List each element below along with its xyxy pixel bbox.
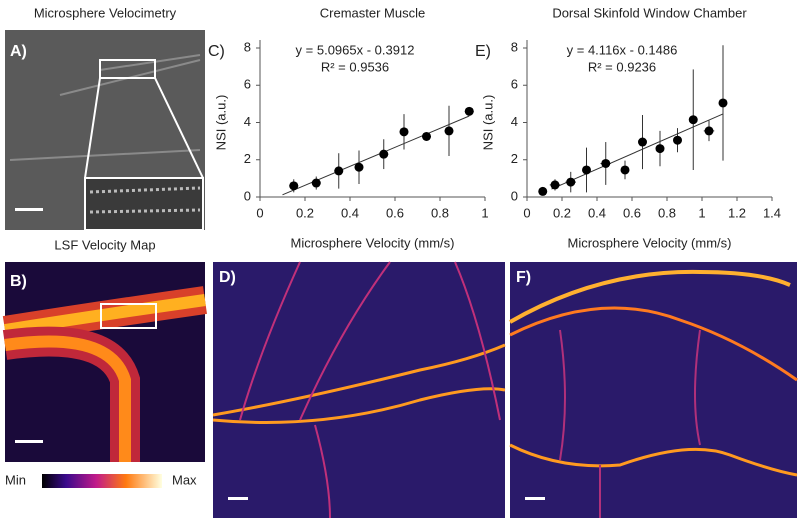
point xyxy=(311,178,321,188)
panel-label: F) xyxy=(516,269,531,286)
point xyxy=(688,115,698,125)
panel-title: LSF Velocity Map xyxy=(54,237,155,252)
y-tick-label: 4 xyxy=(511,114,518,129)
x-tick-label: 1 xyxy=(698,205,705,220)
y-tick-label: 0 xyxy=(244,188,251,203)
x-tick-label: 0.6 xyxy=(623,205,641,220)
trend-line xyxy=(282,115,470,196)
y-tick-label: 2 xyxy=(244,151,251,166)
y-axis-label: NSI (a.u.) xyxy=(480,95,495,151)
point xyxy=(538,186,548,196)
point xyxy=(620,165,630,175)
panel-label: E) xyxy=(475,43,491,60)
panel-label: B) xyxy=(10,273,27,290)
trend-line xyxy=(551,113,724,190)
y-tick-label: 6 xyxy=(244,77,251,92)
point xyxy=(655,144,665,154)
colorbar xyxy=(42,474,162,488)
x-tick-label: 0.2 xyxy=(553,205,571,220)
x-axis-label: Microsphere Velocity (mm/s) xyxy=(291,235,455,250)
x-tick-label: 0.4 xyxy=(341,205,359,220)
point xyxy=(704,126,714,136)
point xyxy=(582,165,591,175)
point xyxy=(444,126,454,136)
y-tick-label: 8 xyxy=(244,39,251,54)
r-squared: R² = 0.9536 xyxy=(321,59,389,74)
point xyxy=(550,180,560,190)
x-tick-label: 0.8 xyxy=(658,205,676,220)
x-tick-label: 0 xyxy=(523,205,530,220)
point xyxy=(673,135,682,145)
velocity-map: B) xyxy=(2,262,207,462)
x-tick-label: 0.6 xyxy=(386,205,404,220)
panel-label: C) xyxy=(208,43,225,60)
point xyxy=(379,149,389,159)
colorbar-max: Max xyxy=(172,472,197,487)
colorbar-min: Min xyxy=(5,472,26,487)
chart-title: Cremaster Muscle xyxy=(320,5,425,20)
microscope-image: A) xyxy=(5,30,205,231)
x-axis-label: Microsphere Velocity (mm/s) xyxy=(568,235,732,250)
y-tick-label: 6 xyxy=(511,77,518,92)
chart-title: Dorsal Skinfold Window Chamber xyxy=(552,5,747,20)
equation: y = 5.0965x - 0.3912 xyxy=(296,42,415,57)
point xyxy=(601,158,611,168)
x-tick-label: 1.4 xyxy=(763,205,781,220)
x-tick-label: 1.2 xyxy=(728,205,746,220)
x-tick-label: 0.4 xyxy=(588,205,606,220)
point xyxy=(464,106,474,116)
x-tick-label: 0.2 xyxy=(296,205,314,220)
y-tick-label: 2 xyxy=(511,151,518,166)
y-axis-label: NSI (a.u.) xyxy=(213,95,228,151)
x-tick-label: 0.8 xyxy=(431,205,449,220)
point xyxy=(289,181,299,191)
r-squared: R² = 0.9236 xyxy=(588,59,656,74)
point xyxy=(566,177,576,187)
point xyxy=(638,137,647,147)
velocity-map: F) xyxy=(508,262,798,518)
y-tick-label: 8 xyxy=(511,39,518,54)
x-tick-label: 1 xyxy=(481,205,488,220)
point xyxy=(334,166,344,176)
y-tick-label: 0 xyxy=(511,188,518,203)
y-tick-label: 4 xyxy=(244,114,251,129)
velocity-map: D) xyxy=(212,261,506,519)
point xyxy=(354,162,364,172)
point xyxy=(422,131,431,141)
panel-label: A) xyxy=(10,43,27,60)
x-tick-label: 0 xyxy=(256,205,263,220)
point xyxy=(399,127,409,137)
panel-label: D) xyxy=(219,269,236,286)
point xyxy=(718,98,728,108)
equation: y = 4.116x - 0.1486 xyxy=(567,42,678,57)
panel-title: Microsphere Velocimetry xyxy=(34,5,177,20)
